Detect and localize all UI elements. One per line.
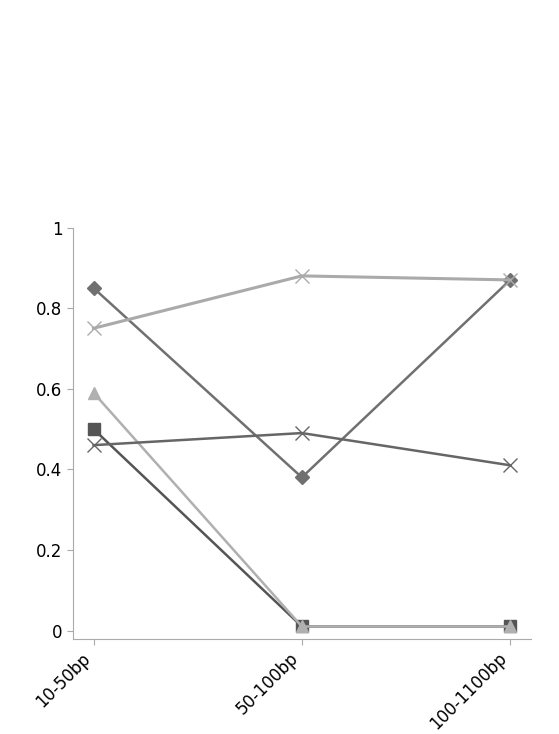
Pindel (299, 429, 305, 437)
Line: SWAN: SWAN (89, 275, 515, 482)
SWAN (90, 283, 97, 292)
SV-Del (507, 275, 514, 284)
Line: Pindel: Pindel (87, 426, 517, 472)
SV-Del (90, 324, 97, 333)
VarScan2 (90, 425, 97, 434)
Line: GATK: GATK (88, 388, 516, 632)
SWAN (299, 473, 305, 482)
VarScan2 (507, 622, 514, 631)
SWAN (507, 275, 514, 284)
VarScan2 (299, 622, 305, 631)
GATK (299, 622, 305, 631)
Pindel (507, 461, 514, 470)
SV-Del (299, 272, 305, 280)
Line: VarScan2: VarScan2 (88, 424, 516, 632)
Pindel (90, 440, 97, 449)
Line: SV-Del: SV-Del (87, 269, 517, 335)
GATK (507, 622, 514, 631)
GATK (90, 388, 97, 397)
